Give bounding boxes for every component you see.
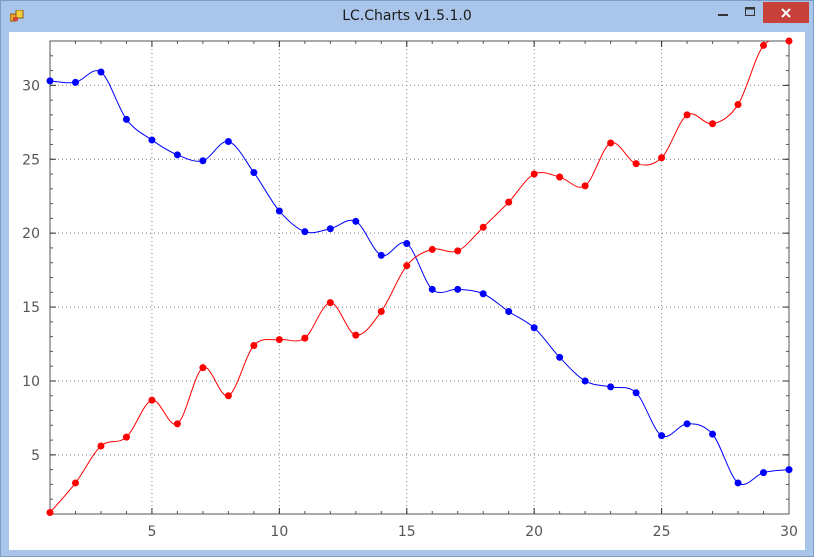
close-icon [781,7,791,18]
data-point-series-2 [377,307,385,315]
data-point-series-1 [71,78,79,86]
data-point-series-1 [122,115,130,123]
data-point-series-1 [760,469,768,477]
data-point-series-2 [46,509,54,517]
data-point-series-1 [683,420,691,428]
data-point-series-1 [199,157,207,165]
x-tick-label: 25 [653,524,671,540]
data-point-series-2 [148,396,156,404]
data-point-series-1 [301,228,309,236]
data-point-series-2 [97,442,105,450]
y-tick-label: 30 [22,78,40,94]
data-point-series-1 [224,138,232,146]
y-tick-label: 25 [22,152,40,168]
data-point-series-2 [428,245,436,253]
data-point-series-1 [97,68,105,76]
data-point-series-1 [428,285,436,293]
data-point-series-2 [505,198,513,206]
data-point-series-1 [454,285,462,293]
close-button[interactable] [763,2,809,23]
data-point-series-1 [326,225,334,233]
data-point-series-1 [556,353,564,361]
data-point-series-1 [403,240,411,248]
data-point-series-2 [479,223,487,231]
x-tick-label: 30 [780,524,798,540]
y-tick-label: 20 [22,226,40,242]
data-point-series-2 [581,182,589,190]
line-chart: 5 10 15 20 25 30 5 10 15 20 25 30 [22,37,798,540]
series-line-1 [50,70,789,485]
maximize-icon [745,7,755,16]
data-point-series-1 [632,389,640,397]
data-point-series-2 [530,170,538,178]
data-point-series-2 [632,160,640,168]
minimize-icon [718,14,728,16]
data-point-series-2 [275,336,283,344]
data-point-series-2 [352,331,360,339]
plot-frame [49,40,790,515]
data-point-series-1 [581,377,589,385]
data-point-series-1 [250,169,258,177]
data-point-series-1 [658,432,666,440]
data-point-series-2 [122,433,130,441]
data-point-series-2 [173,420,181,428]
data-point-series-2 [199,364,207,372]
data-point-series-2 [250,341,258,349]
series-line-2 [50,41,789,513]
data-point-series-1 [352,217,360,225]
x-tick-label: 20 [525,524,543,540]
data-point-series-2 [734,101,742,109]
data-point-series-1 [173,151,181,159]
data-point-series-2 [709,120,717,128]
data-point-series-2 [683,111,691,119]
data-point-series-1 [709,430,717,438]
data-point-series-1 [479,290,487,298]
data-point-series-1 [734,479,742,487]
window-title: LC.Charts v1.5.1.0 [342,8,472,24]
x-tick-label: 10 [270,524,288,540]
maximize-button[interactable] [737,2,763,22]
data-point-series-2 [403,262,411,270]
data-point-series-1 [148,136,156,144]
data-point-series-2 [785,37,793,45]
data-point-series-1 [530,324,538,332]
data-point-series-2 [454,247,462,255]
y-tick-label: 15 [22,300,40,316]
data-point-series-2 [760,41,768,49]
data-point-series-1 [46,77,54,85]
data-point-series-1 [275,207,283,215]
data-point-series-2 [224,392,232,400]
data-point-series-1 [377,251,385,259]
app-icon [10,10,24,22]
data-point-series-2 [658,154,666,162]
data-point-series-1 [607,383,615,391]
data-point-series-2 [301,334,309,342]
minimize-button[interactable] [709,2,737,22]
y-tick-label: 5 [31,448,40,464]
data-point-series-2 [326,299,334,307]
chart-area: 5 10 15 20 25 30 5 10 15 20 25 30 [9,32,805,550]
data-point-series-1 [785,466,793,474]
data-point-series-2 [556,173,564,181]
data-point-series-2 [71,479,79,487]
data-point-series-1 [505,307,513,315]
title-bar[interactable]: LC.Charts v1.5.1.0 [1,1,813,33]
x-tick-label: 15 [398,524,416,540]
y-tick-label: 10 [22,374,40,390]
data-point-series-2 [607,139,615,147]
x-tick-label: 5 [147,524,156,540]
